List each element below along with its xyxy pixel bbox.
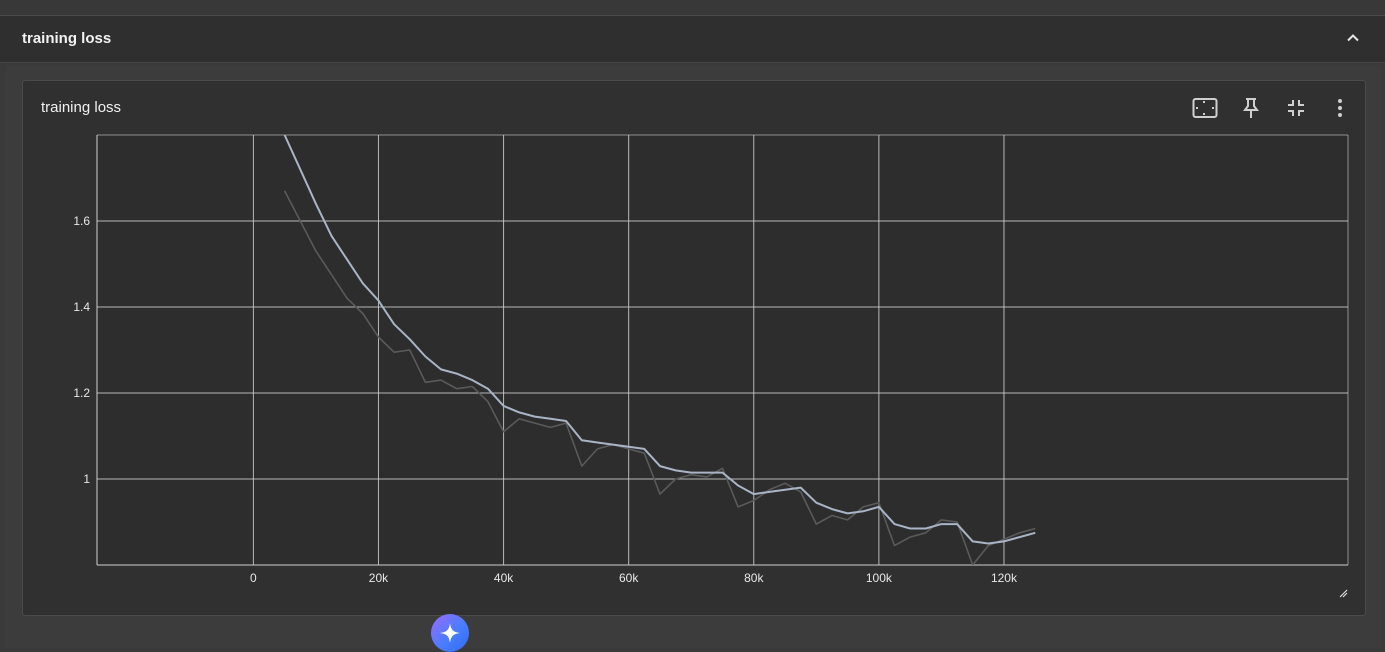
section-title: training loss	[22, 30, 112, 47]
fit-domain-button[interactable]	[1192, 95, 1218, 121]
smoothed-series-line	[283, 135, 1036, 545]
chevron-up-icon	[1347, 34, 1359, 42]
plot-area	[97, 135, 1348, 565]
more-options-button[interactable]	[1327, 95, 1353, 121]
pin-button[interactable]	[1238, 95, 1264, 121]
x-tick-label: 0	[250, 571, 257, 585]
x-tick-label: 100k	[866, 571, 893, 585]
fit-to-data-icon	[1192, 98, 1218, 118]
collapse-button[interactable]	[1341, 26, 1365, 50]
more-vert-icon	[1338, 99, 1342, 117]
top-strip	[0, 0, 1385, 16]
x-tick-label: 80k	[744, 571, 764, 585]
x-tick-label: 40k	[494, 571, 514, 585]
resize-handle-icon[interactable]	[1339, 589, 1348, 598]
card-title: training loss	[41, 99, 122, 116]
y-tick-label: 1.6	[73, 214, 90, 228]
x-tick-label: 120k	[991, 571, 1018, 585]
raw-series-line	[283, 190, 1036, 565]
x-tick-label: 20k	[369, 571, 389, 585]
pin-icon	[1243, 98, 1259, 118]
y-tick-label: 1.2	[73, 386, 90, 400]
exit-fullscreen-icon	[1288, 100, 1304, 116]
y-tick-label: 1.4	[73, 300, 90, 314]
sparkle-icon	[440, 623, 460, 643]
assistant-button[interactable]	[431, 614, 469, 652]
y-tick-label: 1	[83, 472, 90, 486]
x-tick-label: 60k	[619, 571, 639, 585]
exit-fullscreen-button[interactable]	[1283, 95, 1309, 121]
section-header[interactable]: training loss	[0, 16, 1385, 63]
